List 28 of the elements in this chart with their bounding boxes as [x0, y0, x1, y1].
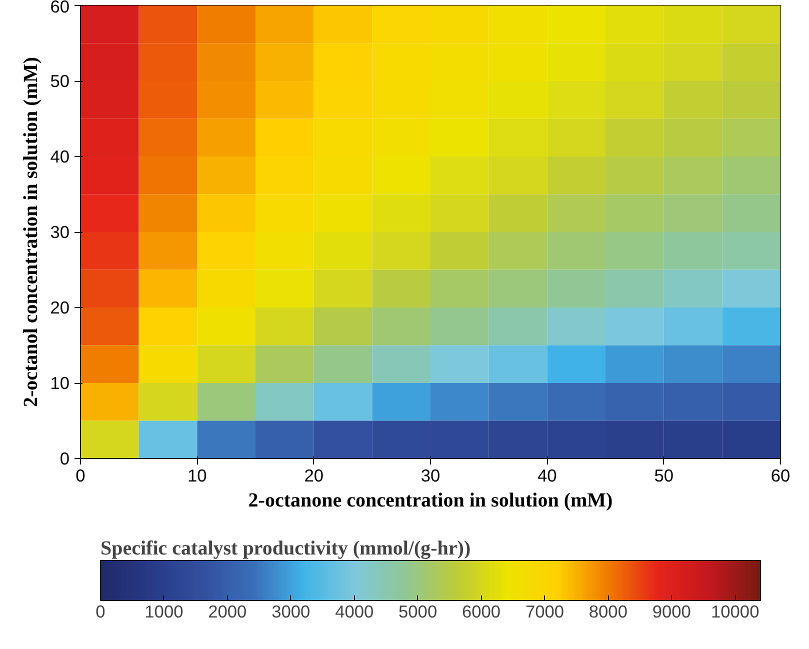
- color-bar-label: 5000: [398, 602, 438, 622]
- x-axis-title: 2-octanone concentration in solution (mM): [248, 490, 613, 512]
- y-tick-label: 40: [50, 146, 70, 166]
- color-bar-label: 2000: [208, 602, 247, 622]
- color-bar-label: 3000: [272, 602, 310, 622]
- x-tick-label: 20: [304, 466, 324, 486]
- color-bar-label: 4000: [335, 602, 374, 622]
- x-tick-label: 50: [654, 466, 674, 486]
- x-tick-label: 60: [770, 466, 790, 486]
- x-tick-label: 40: [538, 466, 557, 486]
- color-bar-label: 8000: [588, 602, 628, 622]
- y-tick-label: 20: [50, 298, 70, 318]
- x-tick-label: 10: [188, 466, 207, 486]
- y-tick-label: 0: [60, 448, 70, 468]
- color-bar-label: 9000: [652, 602, 691, 622]
- color-bar-label: 0: [96, 602, 106, 622]
- color-bar-label: 7000: [525, 602, 564, 622]
- x-tick-label: 0: [76, 466, 86, 486]
- color-bar-label: 6000: [462, 602, 501, 622]
- y-tick-label: 30: [50, 222, 70, 242]
- y-tick-label: 50: [50, 71, 70, 91]
- color-bar-label: 10000: [711, 602, 760, 622]
- y-tick-label: 60: [50, 0, 70, 16]
- y-tick-label: 10: [50, 373, 70, 393]
- color-bar-label: 1000: [144, 602, 184, 622]
- color-bar-title: Specific catalyst productivity (mmol/(g-hr)): [100, 538, 471, 560]
- y-axis-title: 2-octanol concentration in solution (mM): [20, 57, 42, 407]
- x-tick-label: 30: [420, 466, 440, 486]
